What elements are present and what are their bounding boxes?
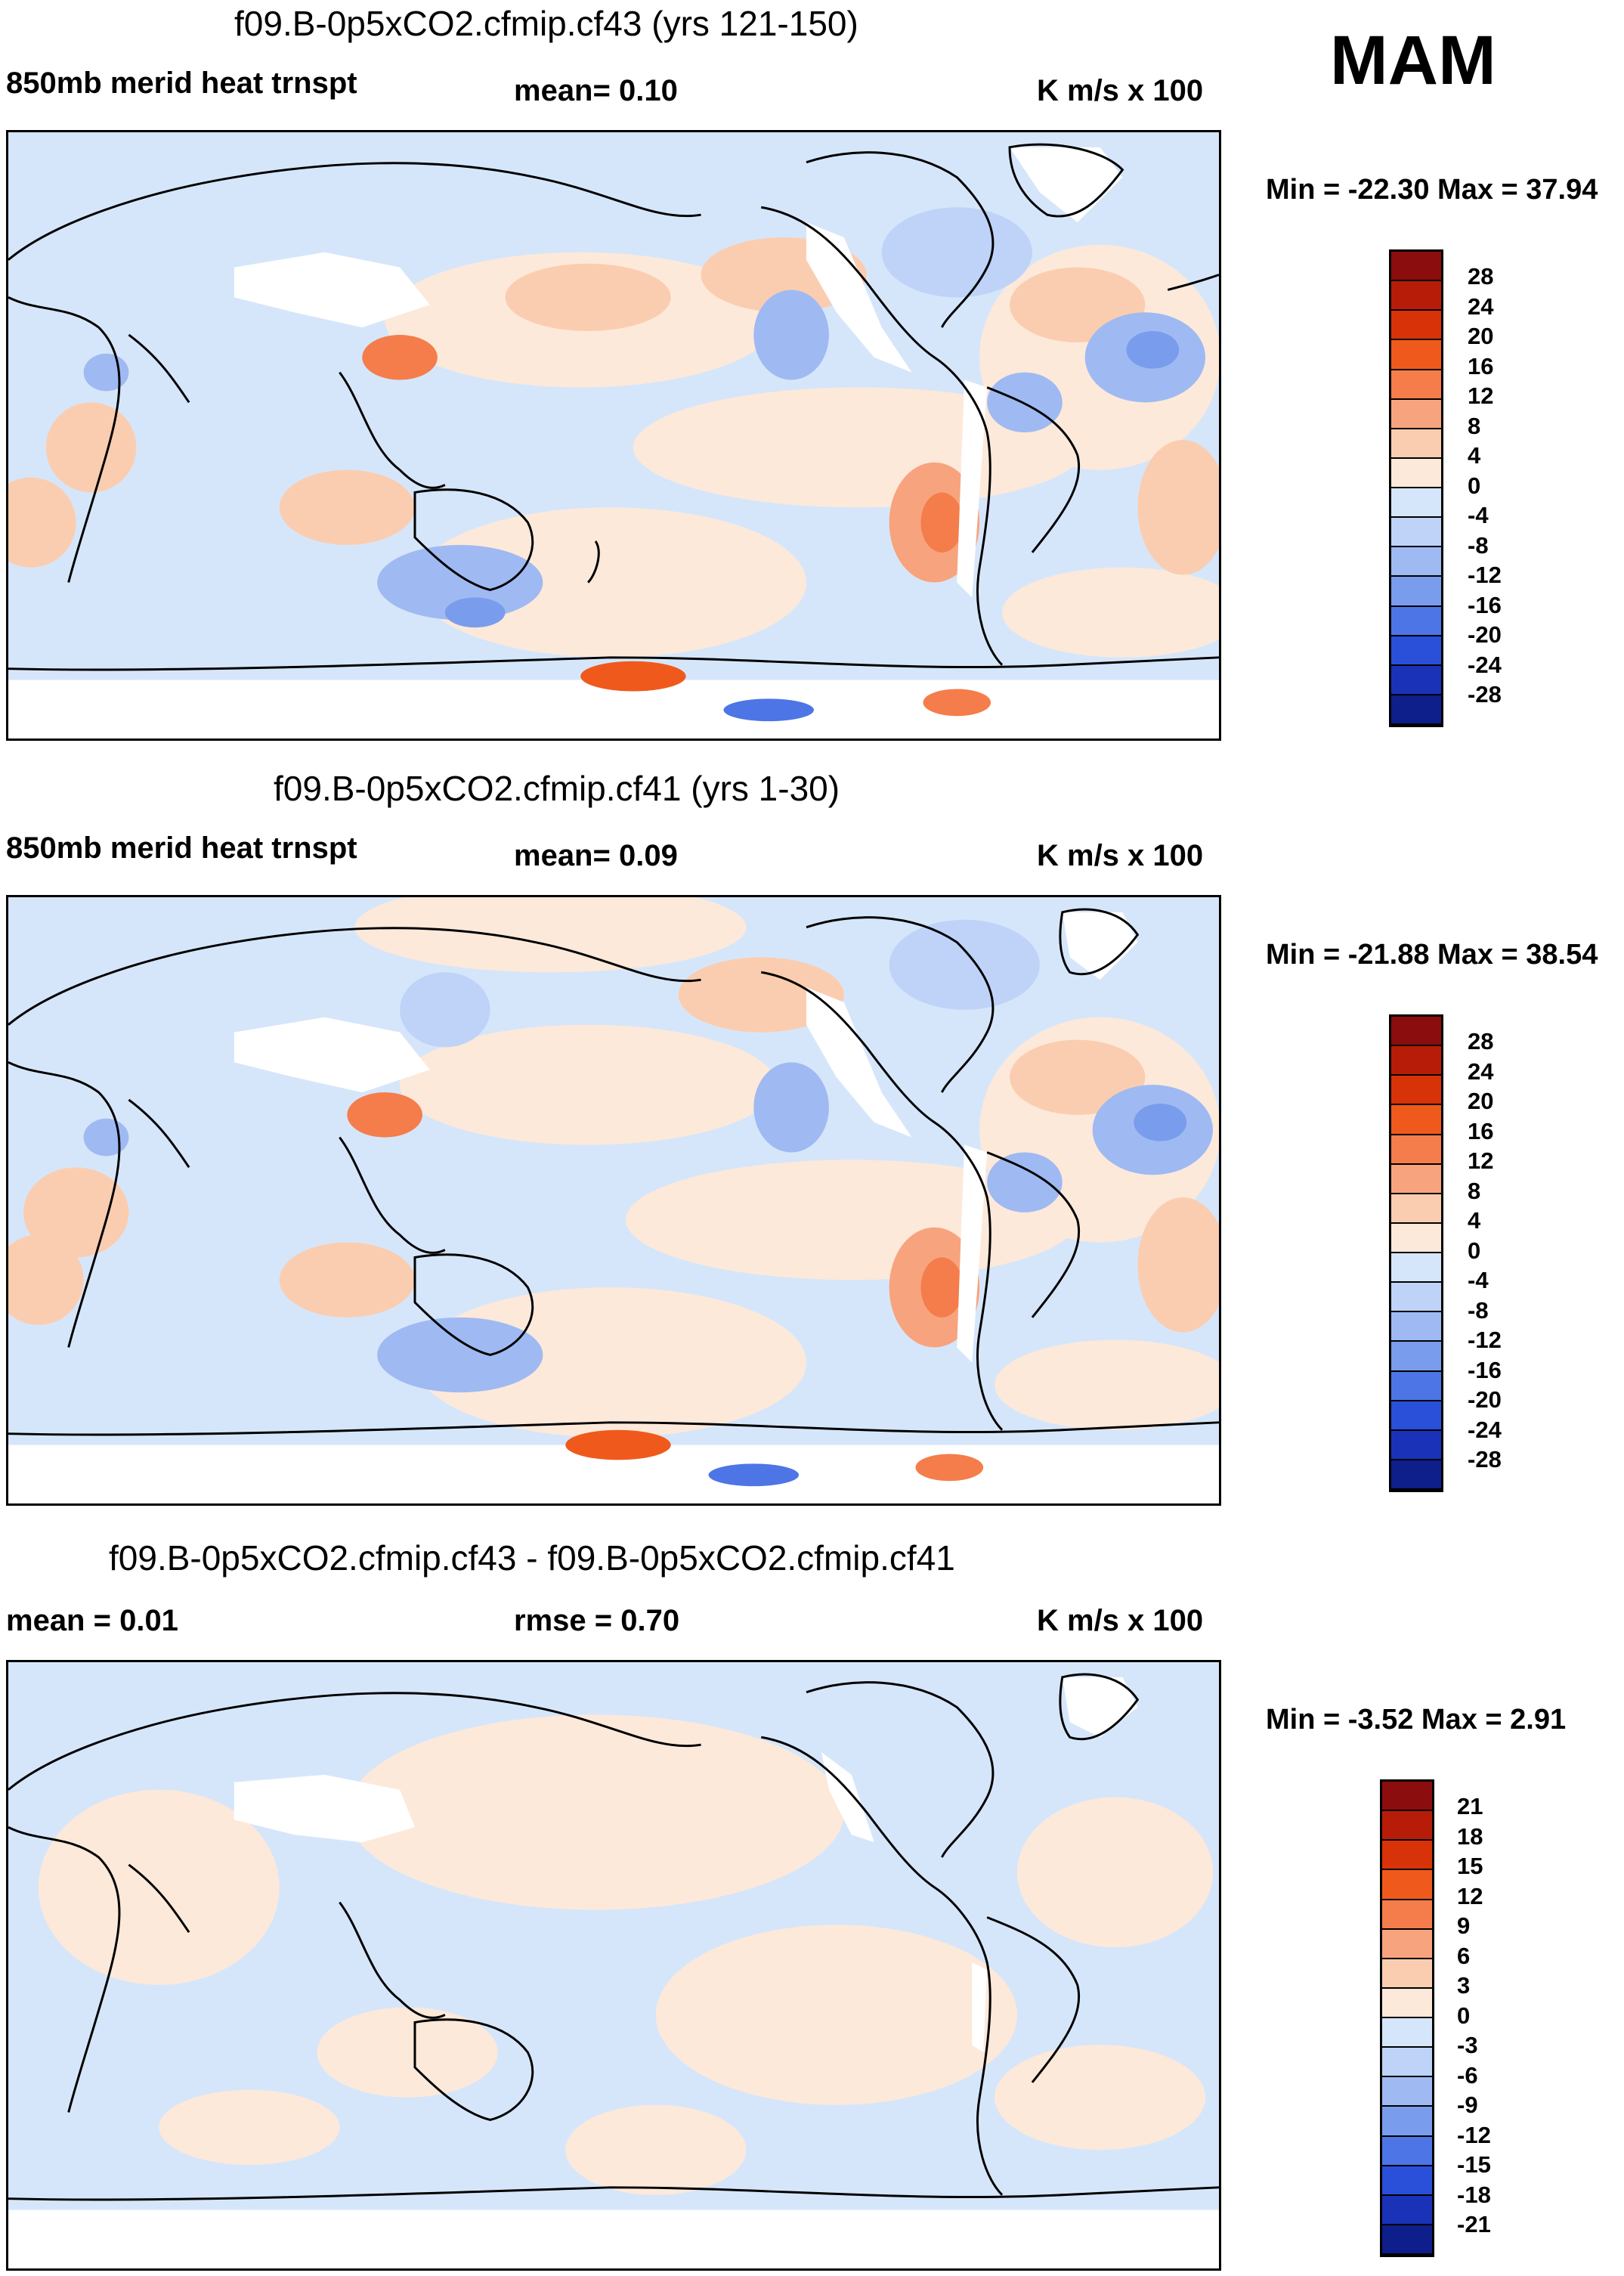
panel3-colorbar: [1380, 1779, 1434, 2257]
cb-label: -21: [1457, 2211, 1491, 2237]
cb-label: 6: [1457, 1942, 1471, 1969]
cb-label: -28: [1468, 1446, 1502, 1472]
cb-label: 20: [1468, 323, 1494, 349]
cb-label: -28: [1468, 681, 1502, 708]
panel1-mean-label: mean= 0.10: [514, 74, 678, 107]
panel3-minmax-label: Min = -3.52 Max = 2.91: [1266, 1704, 1567, 1736]
panel1-units-label: K m/s x 100: [1037, 74, 1204, 107]
cb-label: 24: [1468, 1057, 1494, 1085]
cb-label: -16: [1468, 591, 1502, 618]
cb-label: 28: [1468, 263, 1494, 290]
cb-label: 4: [1468, 1207, 1481, 1234]
panel3-title: f09.B-0p5xCO2.cfmip.cf43 - f09.B-0p5xCO2…: [109, 1538, 955, 1578]
panel3-rmse-label: rmse = 0.70: [514, 1604, 680, 1637]
cb-label: -12: [1457, 2121, 1491, 2148]
cb-label: 9: [1457, 1912, 1471, 1939]
cb-label: -20: [1468, 621, 1502, 648]
cb-label: -12: [1468, 562, 1502, 588]
panel1-colorbar: [1389, 249, 1443, 727]
panel2-colorbar: [1389, 1014, 1443, 1492]
panel3-mean-label: mean = 0.01: [6, 1604, 178, 1637]
panel1-title: f09.B-0p5xCO2.cfmip.cf43 (yrs 121-150): [234, 4, 858, 43]
cb-label: 16: [1468, 352, 1494, 379]
cb-label: -8: [1468, 531, 1489, 559]
panel1-minmax-label: Min = -22.30 Max = 37.94: [1266, 174, 1598, 206]
cb-label: 16: [1468, 1117, 1494, 1144]
cb-label: -24: [1468, 651, 1502, 678]
cb-label: -9: [1457, 2092, 1478, 2118]
cb-label: 8: [1468, 1177, 1481, 1204]
panel3-map: [6, 1660, 1221, 2271]
cb-label: 21: [1457, 1793, 1483, 1819]
cb-label: 3: [1457, 1972, 1471, 1999]
cb-label: -8: [1468, 1296, 1489, 1324]
cb-label: -20: [1468, 1386, 1502, 1413]
panel2-mean-label: mean= 0.09: [514, 839, 678, 872]
cb-label: -3: [1457, 2032, 1478, 2058]
cb-label: -16: [1468, 1356, 1502, 1383]
cb-label: -18: [1457, 2181, 1491, 2208]
cb-label: -12: [1468, 1327, 1502, 1353]
season-label: MAM: [1330, 22, 1496, 99]
cb-label: 0: [1457, 2002, 1471, 2029]
cb-label: 12: [1468, 1147, 1494, 1174]
cb-label: 20: [1468, 1088, 1494, 1114]
cb-label: -4: [1468, 1267, 1489, 1293]
panel2-variable-label: 850mb merid heat trnspt: [6, 831, 357, 865]
cb-label: -24: [1468, 1416, 1502, 1443]
panel3-units-label: K m/s x 100: [1037, 1604, 1204, 1637]
cb-label: 15: [1457, 1853, 1483, 1879]
cb-label: 24: [1468, 293, 1494, 320]
panel2-minmax-label: Min = -21.88 Max = 38.54: [1266, 939, 1598, 971]
cb-label: 12: [1457, 1882, 1483, 1909]
cb-label: 12: [1468, 382, 1494, 409]
panel2-title: f09.B-0p5xCO2.cfmip.cf41 (yrs 1-30): [274, 769, 840, 808]
cb-label: 28: [1468, 1028, 1494, 1054]
panel1-variable-label: 850mb merid heat trnspt: [6, 67, 357, 100]
cb-label: -4: [1468, 502, 1489, 528]
cb-label: 0: [1468, 472, 1481, 499]
cb-label: 0: [1468, 1237, 1481, 1264]
cb-label: -15: [1457, 2151, 1491, 2178]
cb-label: 8: [1468, 412, 1481, 439]
cb-label: 18: [1457, 1822, 1483, 1850]
panel1-map: [6, 130, 1221, 741]
cb-label: -6: [1457, 2061, 1478, 2089]
panel2-map: [6, 895, 1221, 1506]
panel2-units-label: K m/s x 100: [1037, 839, 1204, 872]
cb-label: 4: [1468, 442, 1481, 469]
